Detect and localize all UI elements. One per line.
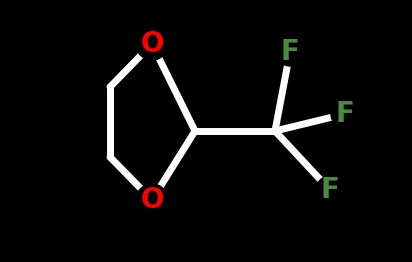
Circle shape [136, 28, 168, 60]
Circle shape [331, 100, 359, 128]
Text: F: F [335, 100, 354, 128]
Text: O: O [140, 30, 164, 58]
Circle shape [136, 184, 168, 216]
Text: O: O [140, 186, 164, 214]
Text: F: F [321, 176, 339, 204]
Circle shape [316, 176, 344, 204]
Circle shape [276, 38, 304, 66]
Text: F: F [281, 38, 300, 66]
